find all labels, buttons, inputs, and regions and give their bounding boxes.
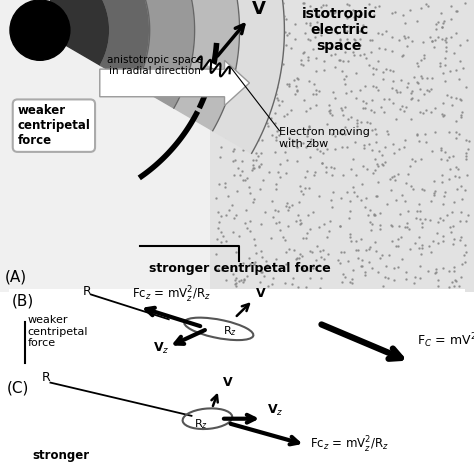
Text: V$_z$: V$_z$ xyxy=(266,403,283,419)
Text: R$_z$: R$_z$ xyxy=(223,324,237,338)
Text: stronger centripetal force: stronger centripetal force xyxy=(149,263,330,275)
Text: R: R xyxy=(82,284,91,298)
Circle shape xyxy=(10,0,70,60)
Text: (C): (C) xyxy=(7,381,29,396)
Text: V: V xyxy=(252,0,266,18)
Text: R$_z$: R$_z$ xyxy=(193,417,208,430)
Polygon shape xyxy=(77,0,195,108)
Text: weaker
centripetal
force: weaker centripetal force xyxy=(18,104,91,147)
Text: V: V xyxy=(222,376,232,389)
Polygon shape xyxy=(108,0,284,153)
Text: Fc$_z$ = mV$_z^2$/R$_z$: Fc$_z$ = mV$_z^2$/R$_z$ xyxy=(310,435,389,455)
Text: (A): (A) xyxy=(5,269,27,284)
Text: weaker
centripetal
force: weaker centripetal force xyxy=(27,315,88,348)
Text: Fc$_z$ = mV$_z^2$/R$_z$: Fc$_z$ = mV$_z^2$/R$_z$ xyxy=(131,285,210,305)
Text: R: R xyxy=(42,371,50,384)
Text: stronger: stronger xyxy=(32,449,90,462)
FancyBboxPatch shape xyxy=(5,285,467,381)
Text: anistotropic space
in radial direction: anistotropic space in radial direction xyxy=(107,55,202,76)
Bar xyxy=(0,0,210,292)
Polygon shape xyxy=(93,0,239,131)
Polygon shape xyxy=(40,0,110,65)
Text: F$_C$ = mV$^2$/R: F$_C$ = mV$^2$/R xyxy=(417,331,474,350)
Text: V: V xyxy=(256,287,266,301)
Bar xyxy=(210,0,474,292)
FancyArrow shape xyxy=(100,60,249,106)
Text: V$_z$: V$_z$ xyxy=(153,341,169,356)
Polygon shape xyxy=(64,0,150,85)
FancyBboxPatch shape xyxy=(5,373,467,474)
Text: Electron moving
with zbw: Electron moving with zbw xyxy=(279,128,370,149)
Text: istotropic
electric
space: istotropic electric space xyxy=(302,7,377,54)
Text: (B): (B) xyxy=(12,293,34,309)
